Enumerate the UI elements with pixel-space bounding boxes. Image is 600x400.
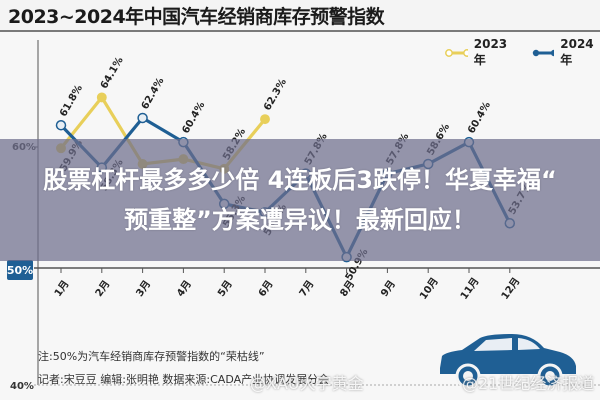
data-point [55,119,67,131]
data-point [96,92,107,103]
x-tick-label: 10月 [417,275,441,301]
data-label: 60.4% [180,100,207,136]
chart-title: 2023~2024年中国汽车经销商库存预警指数 [8,6,385,28]
data-point [137,112,148,124]
x-tick-label: 3月 [134,278,154,299]
legend-swatch-2023-icon [445,48,468,57]
x-tick-label: 12月 [499,275,523,301]
watermark-left: @XAU大宇黄金 [250,374,364,393]
legend-swatch-2024-icon [532,49,555,56]
note-credits: 记者:宋豆豆 编辑:张明艳 数据来源:CADA产业协调发展分会 [38,373,330,386]
data-label: 61.8% [58,83,85,119]
x-tick-label: 1月 [52,278,72,299]
watermark-right: @21世纪经济报道 [462,374,595,393]
y-tick-40: 40% [10,381,34,392]
x-tick-label: 2月 [93,278,113,299]
y-tick-50-badge: 50% [7,260,33,280]
title-divider [0,30,600,32]
data-label: 64.1% [99,55,126,91]
x-tick-label: 4月 [174,278,194,299]
headline[interactable]: 股票杠杆最多多少倍 4连板后3跌停！华夏幸福“ 预重整”方案遭异议！最新回应！ [0,160,600,240]
headline-line-1: 股票杠杆最多多少倍 4连板后3跌停！华夏幸福“ [43,166,557,194]
legend-item-2023: 2023年 [445,37,514,68]
x-tick-label: 6月 [256,278,276,299]
data-label: 60.4% [466,100,493,136]
headline-overlay [0,139,600,261]
note-threshold: 注:50%为汽车经销商库存预警指数的“荣枯线” [38,350,265,363]
data-point [260,114,270,125]
x-tick-label: 5月 [215,278,235,299]
legend-item-2024: 2024年 [532,37,600,68]
x-tick-label: 11月 [458,275,482,301]
data-label: 62.4% [140,76,167,112]
car-icon [440,334,576,389]
title-bar: 2023~2024年中国汽车经销商库存预警指数 [0,0,600,28]
x-tick-label: 8月 [338,278,358,299]
data-label: 62.3% [262,77,289,113]
legend: 2023年 2024年 [445,37,600,68]
x-tick-label: 9月 [378,278,398,299]
headline-line-2: 预重整”方案遭异议！最新回应！ [124,206,476,234]
legend-label-2024: 2024年 [560,37,594,67]
legend-label-2023: 2023年 [473,37,508,67]
x-tick-label: 7月 [297,278,317,299]
